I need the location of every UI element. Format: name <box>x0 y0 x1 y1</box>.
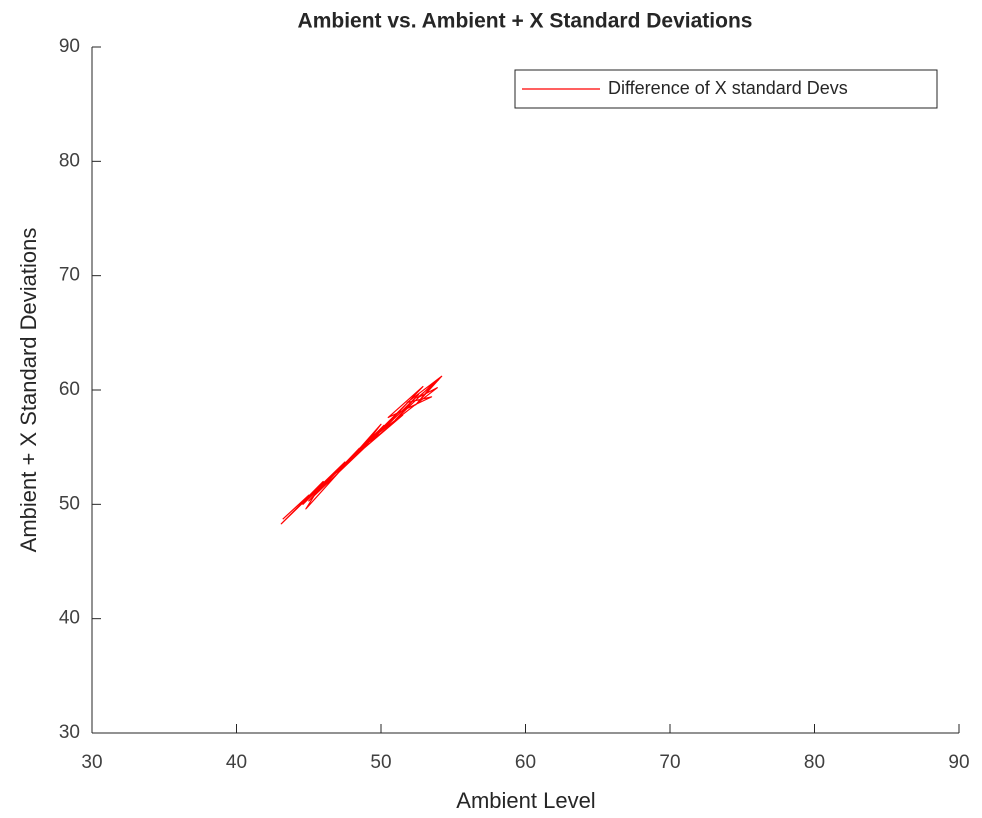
data-line <box>280 375 443 525</box>
y-tick-label: 70 <box>59 265 80 286</box>
y-tick-label: 80 <box>59 150 80 171</box>
y-tick-label: 60 <box>59 379 80 400</box>
x-tick-label: 30 <box>81 752 102 773</box>
x-axis-label: Ambient Level <box>456 788 595 813</box>
x-tick-label: 50 <box>370 752 391 773</box>
x-tick-label: 70 <box>659 752 680 773</box>
y-tick-label: 50 <box>59 493 80 514</box>
y-tick-label: 40 <box>59 608 80 629</box>
x-tick-label: 80 <box>804 752 825 773</box>
x-tick-label: 40 <box>226 752 247 773</box>
x-tick-label: 90 <box>948 752 969 773</box>
legend-label: Difference of X standard Devs <box>608 78 848 98</box>
chart-title: Ambient vs. Ambient + X Standard Deviati… <box>298 10 753 33</box>
y-tick-label: 30 <box>59 722 80 743</box>
y-axis-label: Ambient + X Standard Deviations <box>16 228 41 553</box>
x-tick-label: 60 <box>515 752 536 773</box>
y-tick-label: 90 <box>59 36 80 57</box>
